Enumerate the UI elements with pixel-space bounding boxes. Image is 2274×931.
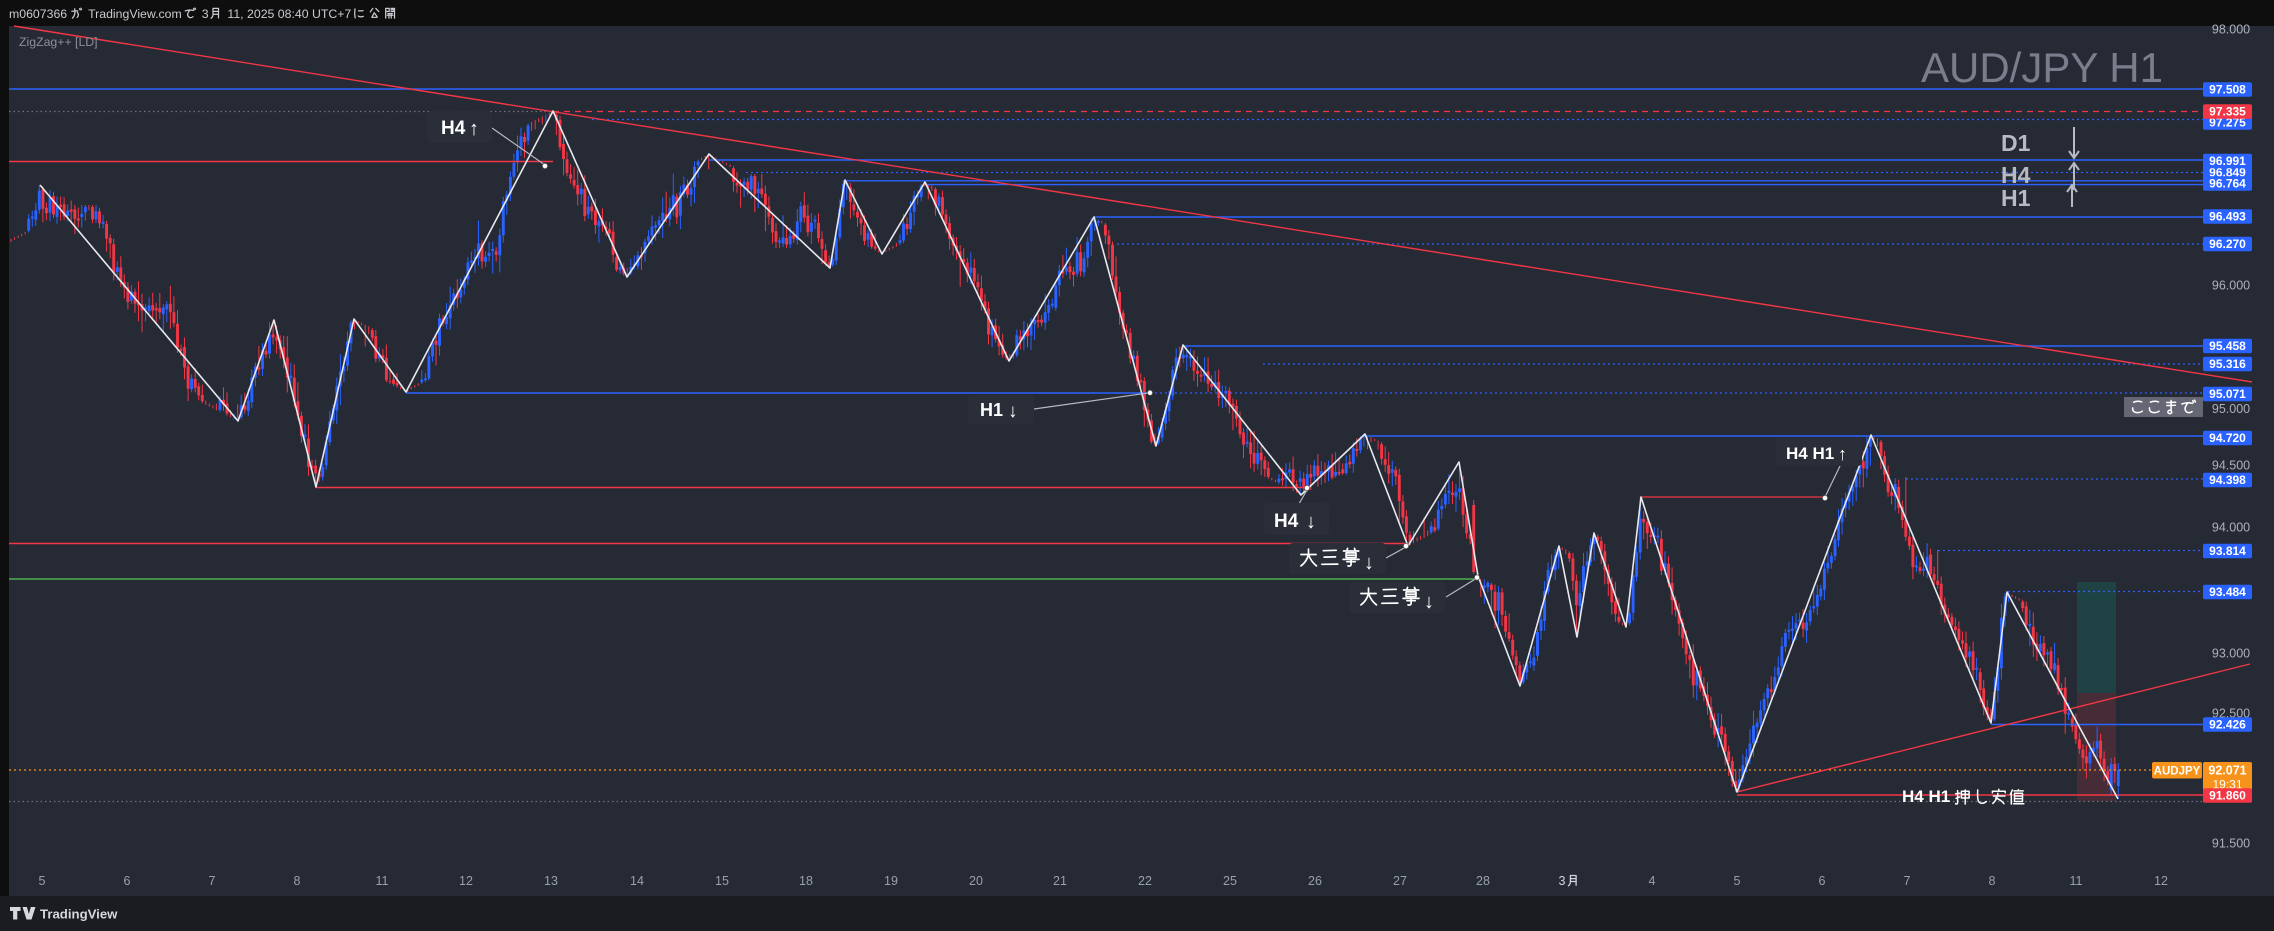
svg-text:97.335: 97.335 — [2209, 105, 2246, 119]
svg-text:91.860: 91.860 — [2209, 789, 2246, 803]
svg-text:92.071: 92.071 — [2208, 764, 2246, 778]
svg-text:11: 11 — [376, 874, 389, 888]
svg-text:H4: H4 — [2001, 162, 2031, 188]
svg-text:AUD/JPY H1: AUD/JPY H1 — [1921, 44, 2163, 91]
svg-text:25: 25 — [1223, 874, 1237, 888]
svg-text:TradingView: TradingView — [40, 907, 118, 922]
svg-text:95.000: 95.000 — [2212, 402, 2250, 416]
svg-text:95.316: 95.316 — [2209, 357, 2246, 371]
svg-text:6: 6 — [124, 874, 131, 888]
svg-text:12: 12 — [459, 874, 473, 888]
svg-text:AUDJPY: AUDJPY — [2154, 766, 2201, 778]
svg-text:96.493: 96.493 — [2209, 210, 2246, 224]
svg-text:27: 27 — [1393, 874, 1407, 888]
svg-text:15: 15 — [715, 874, 729, 888]
svg-text:↓: ↓ — [1008, 401, 1018, 422]
svg-text:↑: ↑ — [1838, 444, 1847, 464]
svg-text:96.764: 96.764 — [2209, 177, 2246, 191]
svg-text:4: 4 — [1649, 874, 1656, 888]
svg-text:95.071: 95.071 — [2209, 387, 2246, 401]
svg-text:95.458: 95.458 — [2209, 339, 2246, 353]
svg-text:94.720: 94.720 — [2209, 431, 2246, 445]
svg-text:3: 3 — [1559, 874, 1566, 888]
svg-text:96.000: 96.000 — [2212, 278, 2250, 292]
svg-text:↓: ↓ — [1424, 591, 1434, 613]
svg-text:97.275: 97.275 — [2209, 116, 2246, 130]
svg-text:7: 7 — [1904, 874, 1911, 888]
svg-text:13: 13 — [544, 874, 558, 888]
svg-text:18: 18 — [799, 874, 813, 888]
svg-text:TradingView.com: TradingView.com — [85, 7, 185, 21]
svg-text:↑: ↑ — [469, 118, 479, 140]
svg-text:ZigZag++ [LD]: ZigZag++ [LD] — [19, 35, 98, 49]
svg-text:92.500: 92.500 — [2212, 706, 2250, 720]
svg-text:26: 26 — [1308, 874, 1322, 888]
svg-text:98.000: 98.000 — [2212, 22, 2250, 36]
svg-text:94.000: 94.000 — [2212, 520, 2250, 534]
svg-text:22: 22 — [1138, 874, 1152, 888]
svg-text:19:31: 19:31 — [2212, 778, 2242, 792]
svg-text:8: 8 — [294, 874, 301, 888]
svg-text:H4: H4 — [441, 118, 466, 139]
svg-text:↓: ↓ — [1364, 552, 1374, 574]
svg-text:11, 2025 08:40 UTC+7: 11, 2025 08:40 UTC+7 — [224, 7, 355, 21]
svg-text:93.484: 93.484 — [2209, 585, 2246, 599]
svg-text:93.000: 93.000 — [2212, 646, 2250, 660]
svg-text:91.500: 91.500 — [2212, 836, 2250, 850]
svg-text:14: 14 — [630, 874, 644, 888]
svg-text:D1: D1 — [2001, 130, 2031, 156]
svg-text:20: 20 — [969, 874, 983, 888]
svg-text:5: 5 — [1734, 874, 1741, 888]
svg-text:H4 H1: H4 H1 — [1786, 444, 1834, 463]
svg-text:96.991: 96.991 — [2209, 154, 2246, 168]
svg-text:12: 12 — [2154, 874, 2168, 888]
svg-text:5: 5 — [39, 874, 46, 888]
svg-text:93.814: 93.814 — [2209, 544, 2246, 558]
svg-text:94.398: 94.398 — [2209, 473, 2246, 487]
svg-text:94.500: 94.500 — [2212, 458, 2250, 472]
svg-text:96.849: 96.849 — [2209, 166, 2246, 180]
svg-text:H1: H1 — [2001, 185, 2031, 211]
svg-text:11: 11 — [2070, 874, 2083, 888]
svg-text:3: 3 — [198, 7, 208, 21]
svg-text:6: 6 — [1819, 874, 1826, 888]
svg-text:H1: H1 — [980, 400, 1003, 420]
svg-text:28: 28 — [1476, 874, 1490, 888]
svg-text:92.426: 92.426 — [2209, 718, 2246, 732]
svg-text:H4 H1: H4 H1 — [1902, 787, 1950, 806]
svg-text:97.508: 97.508 — [2209, 83, 2246, 97]
svg-text:H4: H4 — [1274, 511, 1299, 532]
svg-text:8: 8 — [1989, 874, 1996, 888]
svg-text:7: 7 — [209, 874, 216, 888]
svg-text:96.270: 96.270 — [2209, 237, 2246, 251]
svg-text:m0607366: m0607366 — [9, 7, 71, 21]
svg-text:19: 19 — [884, 874, 898, 888]
svg-text:21: 21 — [1053, 874, 1067, 888]
svg-text:↓: ↓ — [1306, 511, 1316, 533]
